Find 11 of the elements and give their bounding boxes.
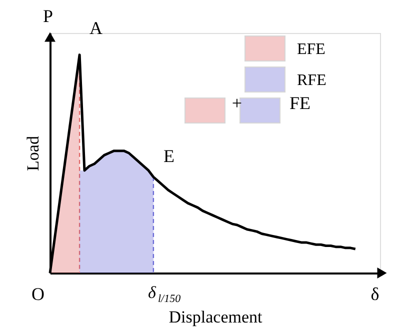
text: P — [42, 6, 54, 26]
annotation: + — [232, 93, 242, 113]
legend-label: RFE — [297, 72, 326, 89]
annotation: E — [164, 146, 174, 166]
annotation: FE — [289, 93, 311, 113]
text: A — [90, 18, 102, 38]
legend-label: EFE — [297, 41, 326, 58]
text: δ — [370, 284, 380, 304]
y-axis-title: Load — [24, 136, 42, 171]
x-axis-title: Displacement — [168, 308, 263, 326]
text: O — [32, 284, 44, 304]
